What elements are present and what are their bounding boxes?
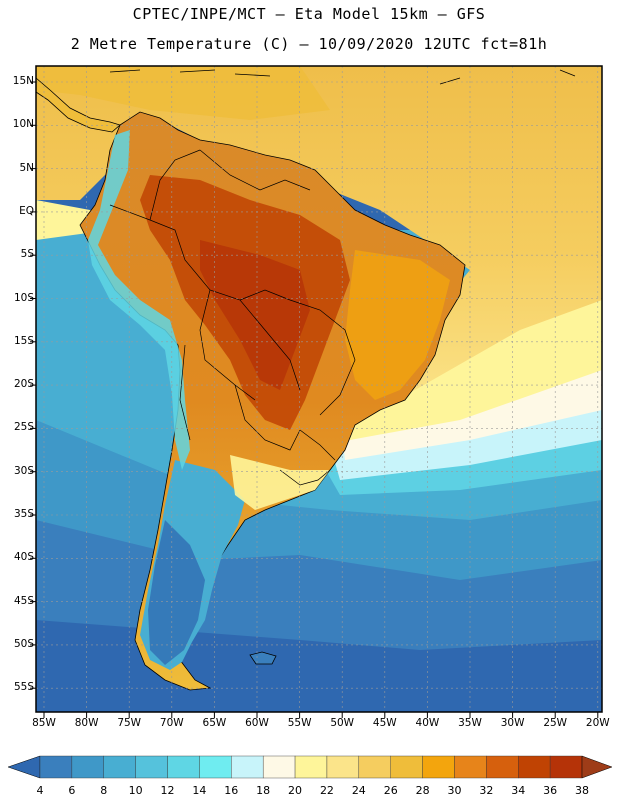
lon-label: 85W [32, 717, 56, 729]
colorbar-label: 10 [128, 784, 143, 797]
colorbar-max-arrow [581, 755, 613, 779]
lon-label: 45W [372, 717, 397, 729]
colorbar [7, 755, 613, 779]
map-area [36, 66, 602, 712]
lon-label: 50W [330, 717, 355, 729]
lon-label: 70W [159, 717, 184, 729]
colorbar-swatch [199, 755, 232, 779]
colorbar-label: 28 [415, 784, 430, 797]
caribbean-islands [109, 69, 576, 85]
lon-label: 20W [585, 717, 610, 729]
colorbar-label: 16 [224, 784, 239, 797]
colorbar-swatch [549, 755, 583, 779]
colorbar-label: 32 [479, 784, 494, 797]
lat-label: 15N [12, 75, 34, 87]
colorbar-label: 34 [511, 784, 526, 797]
ocean-north-hot [36, 66, 330, 120]
central-america-land [36, 77, 121, 133]
ocean-band-yellow [36, 200, 602, 440]
ocean-north-warm [36, 66, 602, 410]
malvinas-islands [249, 651, 277, 665]
lon-label: 65W [202, 717, 227, 729]
colorbar-swatch [39, 755, 73, 779]
colorbar-swatch [135, 755, 168, 779]
colorbar-swatch [71, 755, 104, 779]
lat-label: EQ [19, 204, 34, 217]
lat-label: 55S [13, 681, 34, 694]
colorbar-label: 6 [68, 784, 76, 797]
lat-label: 25S [13, 421, 34, 434]
map-frame [35, 65, 603, 713]
title-line-1: CPTEC/INPE/MCT – Eta Model 15km – GFS [132, 5, 486, 23]
lon-label: 40W [415, 717, 440, 729]
lon-label: 35W [458, 717, 482, 729]
colorbar-label: 14 [192, 784, 207, 797]
colorbar-swatch [518, 755, 551, 779]
colorbar-label: 36 [543, 784, 558, 797]
lat-label: 20S [13, 378, 34, 391]
colorbar-swatch [486, 755, 519, 779]
lat-label: 50S [13, 637, 34, 650]
colorbar-swatch [103, 755, 136, 779]
colorbar-swatch [390, 755, 423, 779]
colorbar-label: 26 [383, 784, 398, 797]
patagonia-cold [148, 520, 205, 665]
title-line-2: 2 Metre Temperature (C) – 10/09/2020 12U… [70, 35, 548, 53]
lat-label: 5S [20, 248, 34, 261]
country-borders [109, 149, 356, 486]
lat-label: 35S [13, 508, 34, 520]
colorbar-label: 4 [36, 784, 44, 797]
colorbar-label: 38 [575, 784, 589, 797]
colorbar-swatch [358, 755, 391, 779]
lon-label: 30W [500, 717, 525, 729]
lat-label: 10N [12, 118, 34, 131]
colorbar-swatch [231, 755, 264, 779]
colorbar-label: 12 [160, 784, 175, 797]
andes-cold-strip [88, 130, 190, 470]
lat-label: 45S [13, 594, 34, 607]
lat-label: 40S [13, 551, 34, 564]
lon-label: 80W [74, 717, 99, 729]
hot-core [200, 240, 310, 390]
colorbar-swatch [454, 755, 487, 779]
colorbar-min-arrow [7, 755, 41, 779]
colorbar-label: 8 [100, 784, 108, 797]
colorbar-label: 22 [319, 784, 334, 797]
graticule [36, 66, 602, 712]
lat-label: 30S [13, 464, 34, 477]
lon-label: 25W [543, 717, 568, 729]
colorbar-swatch [294, 755, 328, 779]
pampas-mild [230, 455, 330, 510]
colorbar-label: 20 [288, 784, 303, 797]
colorbar-label: 18 [256, 784, 271, 797]
lat-label: 10S [13, 291, 34, 304]
lat-label: 5N [19, 161, 34, 174]
lat-label: 15S [13, 334, 34, 347]
colorbar-swatch [326, 755, 360, 779]
colorbar-label: 30 [447, 784, 462, 797]
lon-label: 60W [245, 717, 269, 729]
axis-ticks [30, 81, 599, 718]
colorbar-swatch [167, 755, 200, 779]
colorbar-swatch [262, 755, 296, 779]
lon-label: 55W [287, 717, 312, 729]
warm-east [345, 250, 450, 400]
colorbar-label: 24 [351, 784, 366, 797]
colorbar-swatch [422, 755, 455, 779]
lon-label: 75W [117, 717, 142, 729]
